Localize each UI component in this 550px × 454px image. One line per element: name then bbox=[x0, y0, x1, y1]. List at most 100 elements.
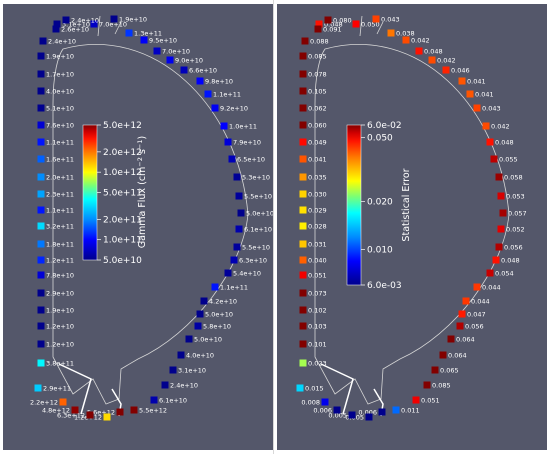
marker-square bbox=[372, 15, 380, 23]
marker-square bbox=[458, 77, 466, 85]
marker-square bbox=[39, 37, 47, 45]
marker-square bbox=[233, 243, 241, 251]
marker-square bbox=[37, 256, 45, 264]
marker-value: 0.048 bbox=[324, 21, 343, 29]
marker-value: 6.1e+10 bbox=[244, 226, 272, 234]
marker-square bbox=[299, 155, 307, 163]
marker-square bbox=[299, 271, 307, 279]
marker-value: 0.044 bbox=[482, 284, 501, 292]
marker-value: 0.053 bbox=[506, 193, 525, 201]
marker-value: 0.006 bbox=[313, 407, 332, 415]
marker-square bbox=[497, 225, 505, 233]
marker-square bbox=[315, 20, 323, 28]
marker-square bbox=[412, 396, 420, 404]
marker-value: 5.3e+10 bbox=[242, 174, 270, 182]
marker-square bbox=[495, 243, 503, 251]
marker-square bbox=[130, 406, 138, 414]
colorbar-tick-label: 2.0e+12 bbox=[103, 148, 142, 158]
marker-square bbox=[237, 209, 245, 217]
panel-divider[interactable] bbox=[273, 0, 274, 454]
marker-value: 1.2e+10 bbox=[46, 341, 74, 349]
vessel-outline bbox=[314, 15, 510, 417]
marker-value: 0.085 bbox=[308, 53, 327, 61]
marker-square bbox=[211, 283, 219, 291]
marker-square bbox=[90, 20, 98, 28]
marker-value: 0.050 bbox=[361, 21, 380, 29]
marker-value: 0.042 bbox=[411, 37, 430, 45]
marker-value: 1.0e+11 bbox=[229, 123, 257, 131]
marker-value: 0.062 bbox=[308, 105, 327, 113]
marker-value: 5.5e+12 bbox=[139, 407, 167, 415]
marker-value: 2.2e+12 bbox=[30, 399, 58, 407]
marker-square bbox=[473, 283, 481, 291]
marker-square bbox=[37, 206, 45, 214]
marker-square bbox=[324, 16, 332, 24]
marker-value: 5.8e+10 bbox=[203, 323, 231, 331]
marker-square bbox=[211, 104, 219, 112]
statistical-error-view[interactable]: 0.048 0.050 0.043 0.038 0.042 0.048 0.042 0.046… bbox=[277, 4, 547, 450]
marker-square bbox=[71, 406, 79, 414]
marker-square bbox=[392, 406, 400, 414]
marker-square bbox=[499, 209, 507, 217]
colorbar-tick-label: 0.010 bbox=[367, 246, 393, 256]
marker-square bbox=[103, 413, 111, 421]
marker-square bbox=[378, 408, 386, 416]
marker-value: 7.8e+10 bbox=[46, 272, 74, 280]
marker-value: 0.054 bbox=[495, 270, 514, 278]
marker-value: 0.030 bbox=[308, 191, 327, 199]
gamma-flux-view[interactable]: 3.1e+10 7.0e+10 1.9e+10 1.3e+11 9.5e+10 7.0e+… bbox=[3, 4, 273, 450]
marker-value: 5.4e+10 bbox=[233, 270, 261, 278]
marker-square bbox=[180, 66, 188, 74]
marker-value: 4.0e+10 bbox=[186, 352, 214, 360]
marker-square bbox=[52, 25, 60, 33]
error-colorbar: 6.0e-02 0.050 0.020 0.010 6.0e-03 Statistica… bbox=[346, 121, 412, 291]
marker-value: 5.1e+10 bbox=[46, 105, 74, 113]
colorbar-tick-label: 2.0e+11 bbox=[103, 215, 142, 225]
marker-square bbox=[348, 411, 356, 419]
marker-value: 1.8e+11 bbox=[46, 241, 74, 249]
marker-square bbox=[299, 306, 307, 314]
marker-square bbox=[166, 56, 174, 64]
marker-square bbox=[486, 138, 494, 146]
marker-value: 0.085 bbox=[432, 382, 451, 390]
marker-square bbox=[37, 271, 45, 279]
marker-square bbox=[447, 335, 455, 343]
marker-square bbox=[458, 310, 466, 318]
marker-value: 0.088 bbox=[310, 38, 329, 46]
marker-square bbox=[37, 121, 45, 129]
marker-square bbox=[196, 310, 204, 318]
marker-value: 5.0e+10 bbox=[246, 210, 273, 218]
marker-value: 0.028 bbox=[308, 223, 327, 231]
marker-value: 3.2e+11 bbox=[46, 223, 74, 231]
statistical-error-plot: 0.048 0.0500.0430.0380.0420.0480.0420.046… bbox=[296, 15, 527, 422]
marker-value: 0.041 bbox=[475, 91, 494, 99]
marker-square bbox=[299, 340, 307, 348]
marker-value: 0.042 bbox=[437, 57, 456, 65]
marker-square bbox=[140, 36, 148, 44]
marker-square bbox=[169, 366, 177, 374]
colorbar-tick-label: 0.050 bbox=[367, 134, 393, 144]
marker-value: 0.023 bbox=[308, 360, 327, 368]
marker-square bbox=[299, 359, 307, 367]
marker-square bbox=[299, 322, 307, 330]
marker-square bbox=[462, 297, 470, 305]
marker-value: 0.052 bbox=[506, 226, 525, 234]
marker-square bbox=[456, 322, 464, 330]
marker-square bbox=[439, 351, 447, 359]
marker-square bbox=[37, 359, 45, 367]
marker-square bbox=[352, 20, 360, 28]
marker-square bbox=[37, 138, 45, 146]
marker-square bbox=[466, 90, 474, 98]
marker-square bbox=[299, 256, 307, 264]
marker-value: 9.8e+10 bbox=[205, 78, 233, 86]
marker-value: 2.3e+11 bbox=[46, 191, 74, 199]
marker-value: 6.3e+12 bbox=[57, 412, 85, 420]
marker-value: 0.058 bbox=[504, 174, 523, 182]
marker-value: 0.006 bbox=[358, 409, 377, 417]
marker-value: 0.041 bbox=[308, 156, 327, 164]
colorbar-tick-label: 1.0e+12 bbox=[103, 168, 142, 178]
marker-square bbox=[296, 384, 304, 392]
marker-square bbox=[415, 47, 423, 55]
flux-colorbar: 5.0e+12 2.0e+12 1.0e+12 5.0e+11 2.0e+11 1.0e+… bbox=[82, 121, 148, 266]
marker-square bbox=[37, 289, 45, 297]
